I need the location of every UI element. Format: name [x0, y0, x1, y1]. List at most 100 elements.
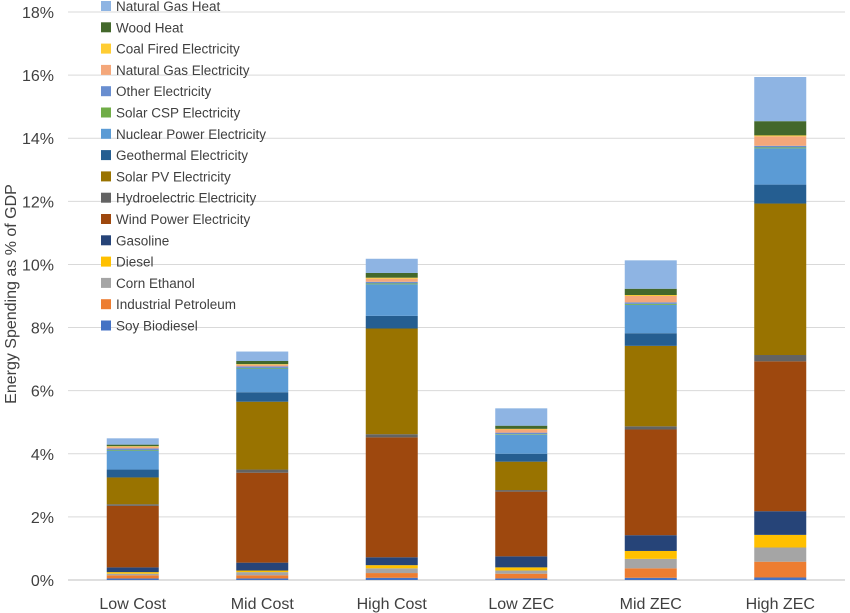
bar-segment — [624, 558, 677, 569]
bar-segment — [754, 136, 807, 146]
bar-stack — [106, 438, 159, 580]
y-tick-label: 14% — [22, 131, 54, 148]
bar-segment — [624, 303, 677, 305]
bar-segment — [754, 145, 807, 148]
y-tick-label: 0% — [31, 573, 54, 590]
bar-segment — [236, 368, 289, 393]
bar-segment — [365, 565, 418, 569]
bar-segment — [754, 135, 807, 137]
bar-stack — [754, 77, 807, 580]
legend-item: Coal Fired Electricity — [101, 42, 240, 57]
legend-item: Solar PV Electricity — [101, 169, 231, 184]
bar-segment — [106, 469, 159, 478]
legend-swatch — [101, 1, 111, 11]
bar-segment — [754, 355, 807, 362]
bar-segment — [106, 572, 159, 574]
bar-segment — [624, 333, 677, 346]
y-axis-ticks: 0% 2% 4% 6% 8% 10% 12% 14% 16% 18% — [22, 5, 54, 590]
bar-segment — [624, 304, 677, 334]
legend-label: Other Electricity — [116, 84, 212, 99]
bar-segment — [365, 568, 418, 574]
bar-segment — [624, 288, 677, 296]
bar-segment — [495, 432, 548, 435]
bar-segment — [106, 438, 159, 445]
y-tick-label: 16% — [22, 68, 54, 85]
legend-item: Corn Ethanol — [101, 276, 195, 291]
bar-segment — [754, 547, 807, 562]
bar-segment — [495, 490, 548, 492]
bar-segment — [624, 345, 677, 427]
bar-segment — [495, 453, 548, 462]
bar-segment — [236, 392, 289, 402]
bar-segment — [754, 203, 807, 356]
x-tick-label: Mid ZEC — [620, 596, 682, 613]
bar-segment — [624, 260, 677, 289]
bar-segment — [624, 426, 677, 430]
bar-segment — [106, 505, 159, 568]
legend-label: Wind Power Electricity — [116, 212, 251, 227]
bar-segment — [754, 511, 807, 535]
bar-segment — [624, 550, 677, 559]
bar-segment — [106, 449, 159, 451]
legend-item: Solar CSP Electricity — [101, 106, 241, 121]
legend-swatch — [101, 256, 111, 267]
legend-item: Hydroelectric Electricity — [101, 191, 257, 206]
y-tick-label: 4% — [31, 447, 54, 464]
bar-segment — [495, 428, 548, 430]
bar-segment — [236, 361, 289, 365]
bar-segment — [236, 366, 289, 368]
bar-segment — [106, 567, 159, 573]
legend: Natural Gas Heat Wood Heat Coal Fired Elec… — [101, 0, 266, 334]
bar-segment — [495, 425, 548, 429]
bar-stack — [495, 408, 548, 580]
bar-segment — [495, 573, 548, 579]
bar-segment — [495, 434, 548, 435]
bar-segment — [365, 258, 418, 273]
legend-item: Wind Power Electricity — [101, 212, 251, 227]
bar-segment — [754, 577, 807, 580]
bar-segment — [495, 570, 548, 574]
legend-item: Natural Gas Electricity — [101, 63, 250, 78]
x-tick-label: Low Cost — [99, 596, 166, 613]
bar-segment — [754, 148, 807, 185]
bar-segment — [365, 557, 418, 566]
bar-segment — [365, 272, 418, 278]
legend-swatch — [101, 192, 111, 203]
bar-segment — [106, 575, 159, 579]
bar-segment — [365, 283, 418, 285]
bar-segment — [754, 184, 807, 204]
bar-segment — [754, 77, 807, 122]
x-axis-ticks: Low Cost Mid Cost High Cost Low ZEC Mid ZEC H… — [99, 596, 815, 613]
bar-segment — [624, 296, 677, 303]
legend-label: Wood Heat — [116, 20, 184, 35]
bar-segment — [106, 477, 159, 505]
legend-item: Wood Heat — [101, 20, 184, 35]
bar-segment — [365, 434, 418, 438]
legend-label: Nuclear Power Electricity — [116, 127, 266, 142]
bar-segment — [754, 147, 807, 149]
bar-segment — [236, 562, 289, 571]
legend-label: Hydroelectric Electricity — [116, 191, 257, 206]
bar-segment — [236, 575, 289, 579]
bar-segment — [495, 408, 548, 426]
bar-segment — [365, 281, 418, 284]
legend-swatch — [101, 150, 111, 161]
bar-segment — [236, 401, 289, 470]
bar-segment — [106, 446, 159, 449]
bar-segment — [365, 437, 418, 558]
legend-swatch — [101, 299, 111, 310]
legend-label: Diesel — [116, 255, 154, 270]
bar-segment — [106, 448, 159, 450]
x-tick-label: High Cost — [357, 596, 428, 613]
bar-segment — [754, 361, 807, 512]
y-tick-label: 6% — [31, 384, 54, 401]
bar-segment — [236, 364, 289, 367]
bar-segment — [495, 556, 548, 568]
bar-stack — [236, 351, 289, 580]
gridlines — [68, 11, 845, 581]
legend-swatch — [101, 22, 111, 33]
y-tick-label: 10% — [22, 257, 54, 274]
y-tick-label: 12% — [22, 194, 54, 211]
legend-swatch — [101, 320, 111, 331]
legend-item: Industrial Petroleum — [101, 297, 236, 312]
